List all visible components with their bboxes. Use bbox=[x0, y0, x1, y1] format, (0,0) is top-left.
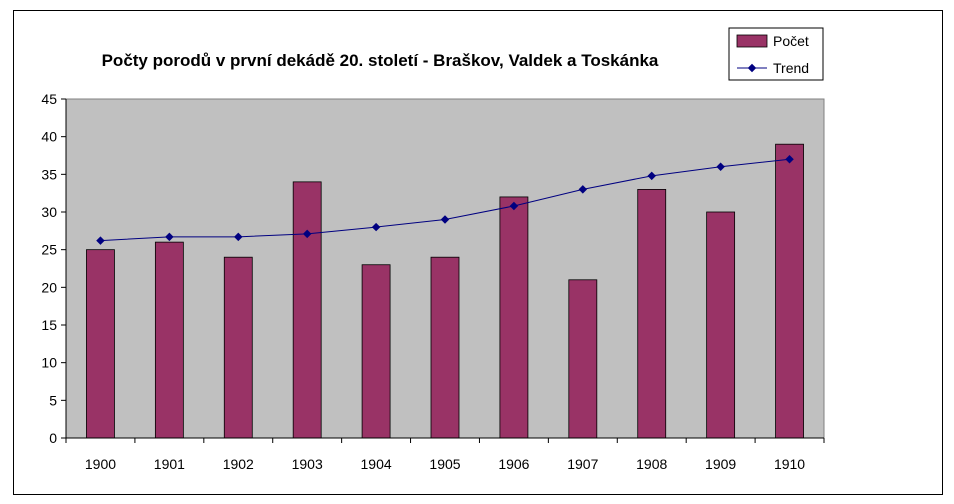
x-tick-label: 1900 bbox=[85, 456, 116, 472]
bar-1908 bbox=[637, 188, 667, 439]
x-tick-label: 1902 bbox=[223, 456, 254, 472]
trend-point-1903 bbox=[302, 229, 312, 239]
chart-title: Počty porodů v první dekádě 20. století … bbox=[102, 51, 659, 70]
trend-point-1904 bbox=[371, 222, 381, 232]
x-tick-label: 1904 bbox=[361, 456, 392, 472]
y-tick-label: 35 bbox=[41, 166, 57, 182]
x-tick-label: 1901 bbox=[154, 456, 185, 472]
legend-label-pocet: Počet bbox=[773, 33, 809, 49]
y-tick-label: 40 bbox=[41, 129, 57, 145]
y-tick-label: 5 bbox=[49, 392, 57, 408]
y-tick-label: 10 bbox=[41, 355, 57, 371]
legend-swatch-pocet bbox=[736, 34, 768, 48]
x-tick-label: 1907 bbox=[567, 456, 598, 472]
trend-point-1900 bbox=[96, 236, 105, 245]
y-tick-label: 15 bbox=[41, 317, 57, 333]
bar-1905 bbox=[430, 256, 460, 439]
bar-1909 bbox=[706, 211, 736, 439]
bar-1906 bbox=[499, 196, 529, 439]
bar-1903 bbox=[292, 181, 322, 439]
x-tick-label: 1909 bbox=[705, 456, 736, 472]
y-tick-label: 25 bbox=[41, 242, 57, 258]
x-tick-label: 1908 bbox=[636, 456, 667, 472]
x-tick-label: 1910 bbox=[774, 456, 805, 472]
bar-1901 bbox=[154, 241, 184, 439]
y-tick-label: 30 bbox=[41, 204, 57, 220]
bar-1907 bbox=[568, 279, 598, 439]
legend: Počet Trend bbox=[728, 27, 824, 81]
y-tick-label: 0 bbox=[49, 430, 57, 446]
x-tick-label: 1906 bbox=[498, 456, 529, 472]
x-tick-label: 1905 bbox=[429, 456, 460, 472]
y-tick-label: 20 bbox=[41, 279, 57, 295]
bar-1900 bbox=[86, 249, 115, 439]
x-tick-label: 1903 bbox=[292, 456, 323, 472]
trend-point-1906 bbox=[509, 201, 519, 211]
y-tick-label: 45 bbox=[41, 91, 57, 107]
trend-point-1901 bbox=[165, 232, 174, 242]
trend-point-1902 bbox=[234, 232, 243, 242]
legend-label-trend: Trend bbox=[773, 60, 809, 76]
bar-1904 bbox=[361, 264, 391, 439]
bar-1910 bbox=[775, 143, 804, 439]
bar-1902 bbox=[223, 256, 253, 439]
trend-point-1905 bbox=[440, 215, 450, 224]
